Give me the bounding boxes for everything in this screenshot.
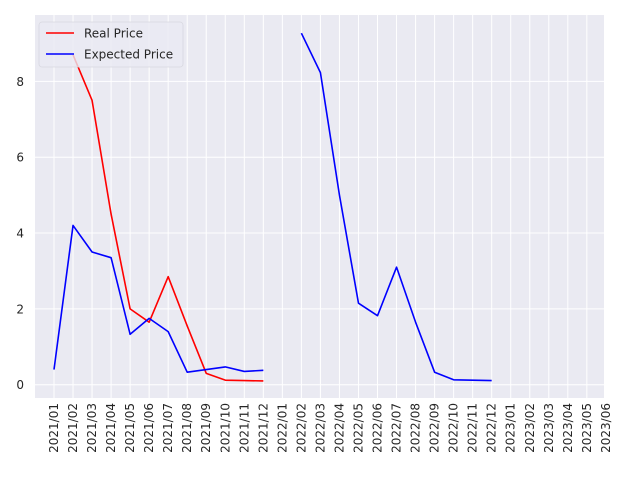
x-tick-label: 2022/12 bbox=[485, 403, 499, 453]
x-tick-label: 2021/10 bbox=[218, 403, 232, 453]
x-tick-label: 2022/01 bbox=[275, 403, 289, 453]
x-tick-label: 2023/03 bbox=[542, 403, 556, 453]
grid-lines bbox=[35, 15, 607, 398]
x-tick-label: 2021/04 bbox=[104, 403, 118, 453]
x-tick-label: 2022/02 bbox=[294, 403, 308, 453]
legend-label-real-price: Real Price bbox=[84, 27, 143, 41]
x-tick-label: 2021/07 bbox=[161, 403, 175, 453]
x-tick-label: 2022/04 bbox=[332, 403, 346, 453]
legend: Real Price Expected Price bbox=[38, 21, 184, 68]
x-tick-label: 2021/03 bbox=[85, 403, 99, 453]
legend-label-expected-price: Expected Price bbox=[84, 48, 173, 62]
x-tick-label: 2021/02 bbox=[66, 403, 80, 453]
y-tick-label: 0 bbox=[16, 378, 24, 392]
x-tick-label: 2023/06 bbox=[599, 403, 613, 453]
x-tick-label: 2022/03 bbox=[313, 403, 327, 453]
series-line-real-price bbox=[72, 54, 264, 382]
x-tick-labels: 2021/01 2021/02 2021/03 2021/04 2021/05 2021/… bbox=[47, 403, 613, 453]
x-tick-label: 2023/05 bbox=[580, 403, 594, 453]
x-tick-label: 2022/07 bbox=[390, 403, 404, 453]
x-tick-label: 2022/05 bbox=[351, 403, 365, 453]
legend-box bbox=[38, 21, 184, 68]
x-tick-label: 2023/04 bbox=[561, 403, 575, 453]
x-tick-label: 2023/01 bbox=[504, 403, 518, 453]
y-tick-labels: 0 2 4 6 8 bbox=[16, 75, 24, 392]
y-tick-label: 8 bbox=[16, 75, 24, 89]
x-tick-label: 2021/05 bbox=[123, 403, 137, 453]
series-lines bbox=[53, 32, 492, 382]
x-tick-label: 2022/06 bbox=[371, 403, 385, 453]
x-tick-label: 2021/12 bbox=[256, 403, 270, 453]
x-tick-label: 2021/09 bbox=[199, 403, 213, 453]
x-tick-label: 2022/10 bbox=[447, 403, 461, 453]
x-tick-label: 2022/11 bbox=[466, 403, 480, 453]
x-tick-label: 2022/09 bbox=[428, 403, 442, 453]
series-line-expected-price bbox=[53, 32, 492, 382]
x-tick-label: 2021/11 bbox=[237, 403, 251, 453]
y-tick-label: 6 bbox=[16, 151, 24, 165]
x-tick-label: 2021/01 bbox=[47, 403, 61, 453]
x-tick-label: 2023/02 bbox=[523, 403, 537, 453]
y-tick-label: 4 bbox=[16, 227, 24, 241]
x-tick-label: 2021/08 bbox=[180, 403, 194, 453]
x-tick-label: 2021/06 bbox=[142, 403, 156, 453]
y-tick-label: 2 bbox=[16, 302, 24, 316]
x-tick-label: 2022/08 bbox=[409, 403, 423, 453]
